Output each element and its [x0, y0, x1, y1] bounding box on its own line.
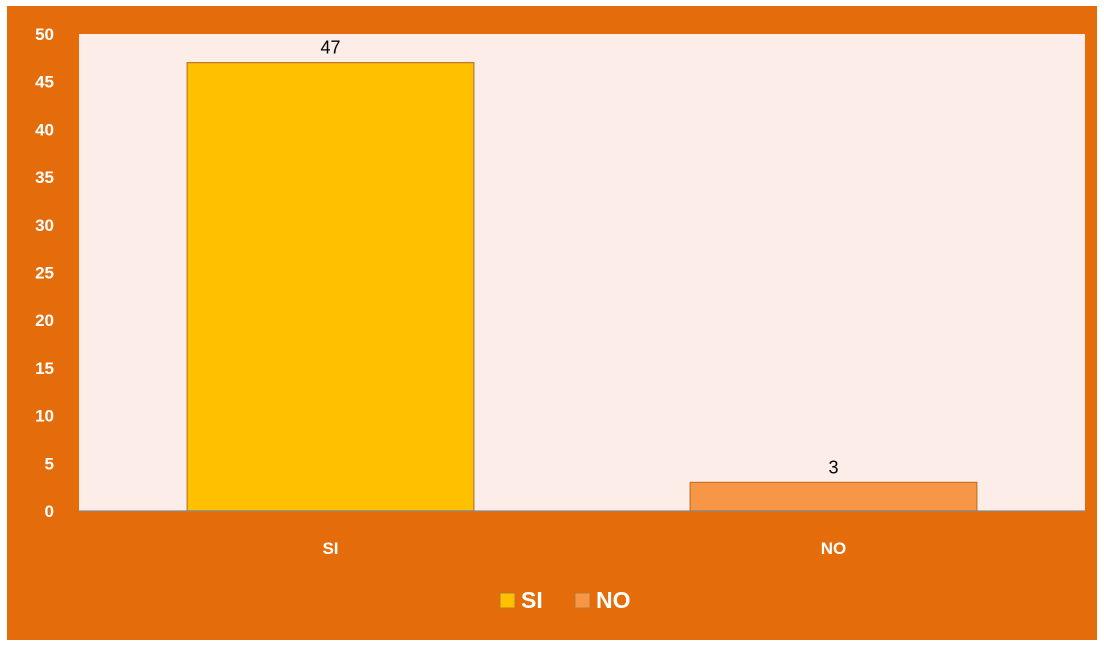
- bar-no: [689, 481, 978, 512]
- y-tick-label: 25: [35, 264, 54, 283]
- legend[interactable]: SI NO: [499, 587, 631, 613]
- bars: [186, 62, 978, 512]
- y-tick-label: 30: [35, 216, 54, 235]
- y-axis: 0 5 10 15 20 25 30 35 40 45 50: [35, 25, 54, 521]
- data-labels: 47 3: [320, 38, 838, 478]
- legend-label-no[interactable]: NO: [596, 587, 631, 613]
- bar-si: [186, 62, 475, 512]
- y-tick-label: 50: [35, 25, 54, 44]
- legend-swatch-si: [499, 592, 516, 609]
- y-tick-label: 20: [35, 311, 54, 330]
- legend-label-si[interactable]: SI: [521, 587, 543, 613]
- y-tick-label: 10: [35, 407, 54, 426]
- y-tick-label: 15: [35, 359, 54, 378]
- data-label-no: 3: [828, 457, 838, 477]
- y-tick-label: 0: [45, 502, 54, 521]
- y-tick-label: 35: [35, 168, 54, 187]
- legend-swatch-no: [574, 592, 591, 609]
- y-tick-label: 40: [35, 120, 54, 139]
- x-tick-label: NO: [821, 539, 847, 558]
- y-tick-label: 5: [45, 454, 54, 473]
- data-label-si: 47: [320, 38, 340, 58]
- x-axis: SI NO: [322, 539, 846, 558]
- x-tick-label: SI: [322, 539, 338, 558]
- y-tick-label: 45: [35, 73, 54, 92]
